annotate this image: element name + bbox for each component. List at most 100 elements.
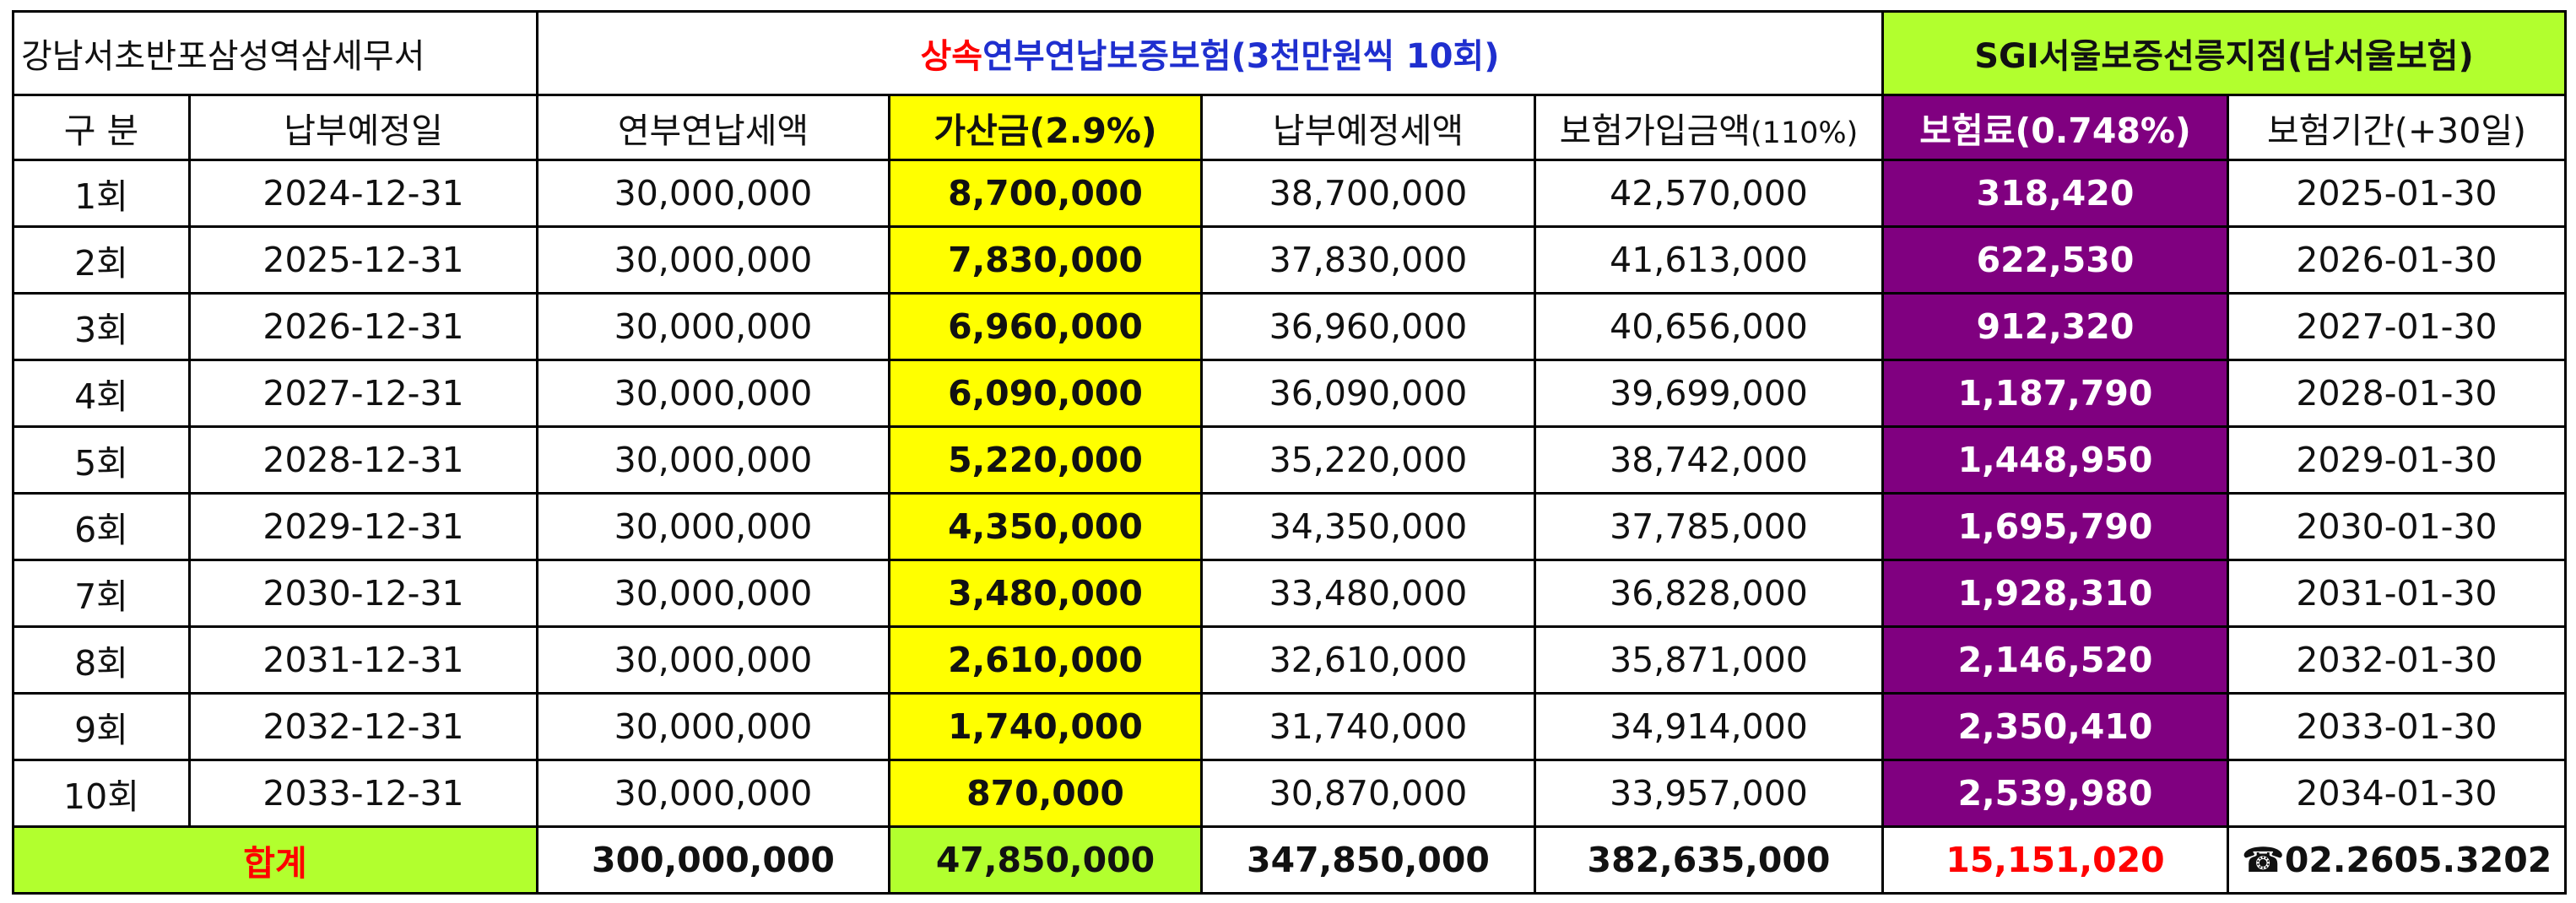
header-due-date: 납부예정일 [188, 94, 538, 161]
table-row: 3회 2026-12-31 30,000,000 6,960,000 36,960,00… [12, 292, 2567, 361]
cell-premium: 622,530 [1881, 225, 2229, 295]
table-row: 6회 2029-12-31 30,000,000 4,350,000 34,350,00… [12, 492, 2567, 561]
table-row: 10회 2033-12-31 30,000,000 870,000 30,870,000… [12, 759, 2567, 828]
cell-insured-amount: 38,742,000 [1534, 425, 1884, 495]
total-phone: ☎02.2605.3202 [2227, 825, 2567, 895]
cell-premium: 2,539,980 [1881, 759, 2229, 828]
cell-insured-amount: 37,785,000 [1534, 492, 1884, 561]
cell-installment-amount: 30,000,000 [536, 359, 890, 428]
cell-insurance-period: 2034-01-30 [2227, 759, 2567, 828]
cell-insured-amount: 34,914,000 [1534, 692, 1884, 761]
cell-due-date: 2030-12-31 [188, 559, 538, 628]
cell-installment-no: 5회 [12, 425, 191, 495]
branch-name: SGI서울보증선릉지점(남서울보험) [1974, 37, 2474, 76]
installment-insurance-table: 강남서초반포삼성역삼세무서 상속연부연납보증보험(3천만원씩 10회) SGI서… [12, 10, 2567, 895]
header-period: 보험기간(+30일) [2227, 94, 2567, 161]
cell-installment-no: 6회 [12, 492, 191, 561]
total-installment: 300,000,000 [536, 825, 890, 895]
cell-premium: 1,695,790 [1881, 492, 2229, 561]
cell-scheduled-tax: 32,610,000 [1200, 625, 1536, 695]
cell-installment-no: 4회 [12, 359, 191, 428]
cell-installment-amount: 30,000,000 [536, 692, 890, 761]
cell-surcharge: 8,700,000 [888, 159, 1203, 228]
cell-insurance-period: 2029-01-30 [2227, 425, 2567, 495]
cell-scheduled-tax: 34,350,000 [1200, 492, 1536, 561]
cell-installment-amount: 30,000,000 [536, 759, 890, 828]
title-row: 강남서초반포삼성역삼세무서 상속연부연납보증보험(3천만원씩 10회) SGI서… [12, 10, 2567, 96]
cell-installment-amount: 30,000,000 [536, 292, 890, 361]
cell-insured-amount: 42,570,000 [1534, 159, 1884, 228]
cell-installment-amount: 30,000,000 [536, 225, 890, 295]
cell-surcharge: 6,960,000 [888, 292, 1203, 361]
cell-installment-no: 7회 [12, 559, 191, 628]
total-insured: 382,635,000 [1534, 825, 1884, 895]
cell-premium: 1,187,790 [1881, 359, 2229, 428]
cell-insurance-period: 2025-01-30 [2227, 159, 2567, 228]
cell-installment-no: 2회 [12, 225, 191, 295]
cell-insured-amount: 39,699,000 [1534, 359, 1884, 428]
cell-installment-no: 1회 [12, 159, 191, 228]
cell-insured-amount: 41,613,000 [1534, 225, 1884, 295]
cell-scheduled-tax: 36,090,000 [1200, 359, 1536, 428]
cell-scheduled-tax: 37,830,000 [1200, 225, 1536, 295]
cell-insurance-period: 2027-01-30 [2227, 292, 2567, 361]
header-insured-amount-main: 보험가입금액 [1559, 111, 1751, 151]
table-row: 2회 2025-12-31 30,000,000 7,830,000 37,830,00… [12, 225, 2567, 295]
header-premium: 보험료(0.748%) [1881, 94, 2229, 161]
cell-due-date: 2028-12-31 [188, 425, 538, 495]
cell-surcharge: 4,350,000 [888, 492, 1203, 561]
cell-insurance-period: 2031-01-30 [2227, 559, 2567, 628]
table-title-cell: 상속연부연납보증보험(3천만원씩 10회) [536, 10, 1884, 96]
cell-due-date: 2032-12-31 [188, 692, 538, 761]
total-premium: 15,151,020 [1881, 825, 2229, 895]
cell-surcharge: 870,000 [888, 759, 1203, 828]
cell-premium: 318,420 [1881, 159, 2229, 228]
cell-scheduled-tax: 38,700,000 [1200, 159, 1536, 228]
cell-insurance-period: 2033-01-30 [2227, 692, 2567, 761]
cell-scheduled-tax: 31,740,000 [1200, 692, 1536, 761]
table-row: 1회 2024-12-31 30,000,000 8,700,000 38,700,00… [12, 159, 2567, 228]
table-row: 9회 2032-12-31 30,000,000 1,740,000 31,740,00… [12, 692, 2567, 761]
cell-premium: 1,448,950 [1881, 425, 2229, 495]
cell-surcharge: 5,220,000 [888, 425, 1203, 495]
cell-insurance-period: 2032-01-30 [2227, 625, 2567, 695]
header-scheduled-tax: 납부예정세액 [1200, 94, 1536, 161]
cell-scheduled-tax: 36,960,000 [1200, 292, 1536, 361]
cell-scheduled-tax: 30,870,000 [1200, 759, 1536, 828]
cell-installment-amount: 30,000,000 [536, 625, 890, 695]
total-label: 합계 [12, 825, 538, 895]
cell-installment-no: 9회 [12, 692, 191, 761]
cell-due-date: 2033-12-31 [188, 759, 538, 828]
cell-surcharge: 6,090,000 [888, 359, 1203, 428]
cell-insured-amount: 36,828,000 [1534, 559, 1884, 628]
cell-due-date: 2024-12-31 [188, 159, 538, 228]
table-row: 7회 2030-12-31 30,000,000 3,480,000 33,480,00… [12, 559, 2567, 628]
tax-office-name: 강남서초반포삼성역삼세무서 [21, 37, 425, 76]
cell-insurance-period: 2030-01-30 [2227, 492, 2567, 561]
cell-due-date: 2026-12-31 [188, 292, 538, 361]
cell-insured-amount: 40,656,000 [1534, 292, 1884, 361]
cell-premium: 2,146,520 [1881, 625, 2229, 695]
cell-installment-no: 10회 [12, 759, 191, 828]
cell-due-date: 2029-12-31 [188, 492, 538, 561]
header-installment: 연부연납세액 [536, 94, 890, 161]
header-insured-amount: 보험가입금액(110%) [1534, 94, 1884, 161]
table-row: 4회 2027-12-31 30,000,000 6,090,000 36,090,00… [12, 359, 2567, 428]
cell-insured-amount: 35,871,000 [1534, 625, 1884, 695]
header-division: 구 분 [12, 94, 191, 161]
cell-installment-amount: 30,000,000 [536, 425, 890, 495]
table-row: 5회 2028-12-31 30,000,000 5,220,000 35,220,00… [12, 425, 2567, 495]
cell-installment-no: 3회 [12, 292, 191, 361]
cell-due-date: 2025-12-31 [188, 225, 538, 295]
cell-scheduled-tax: 33,480,000 [1200, 559, 1536, 628]
cell-due-date: 2027-12-31 [188, 359, 538, 428]
header-surcharge: 가산금(2.9%) [888, 94, 1203, 161]
cell-surcharge: 2,610,000 [888, 625, 1203, 695]
table-row: 8회 2031-12-31 30,000,000 2,610,000 32,610,00… [12, 625, 2567, 695]
cell-insurance-period: 2028-01-30 [2227, 359, 2567, 428]
tax-office-cell: 강남서초반포삼성역삼세무서 [12, 10, 538, 96]
total-scheduled: 347,850,000 [1200, 825, 1536, 895]
header-row: 구 분 납부예정일 연부연납세액 가산금(2.9%) 납부예정세액 보험가입금액… [12, 94, 2567, 161]
cell-installment-no: 8회 [12, 625, 191, 695]
header-insured-amount-pct: (110%) [1750, 116, 1859, 150]
